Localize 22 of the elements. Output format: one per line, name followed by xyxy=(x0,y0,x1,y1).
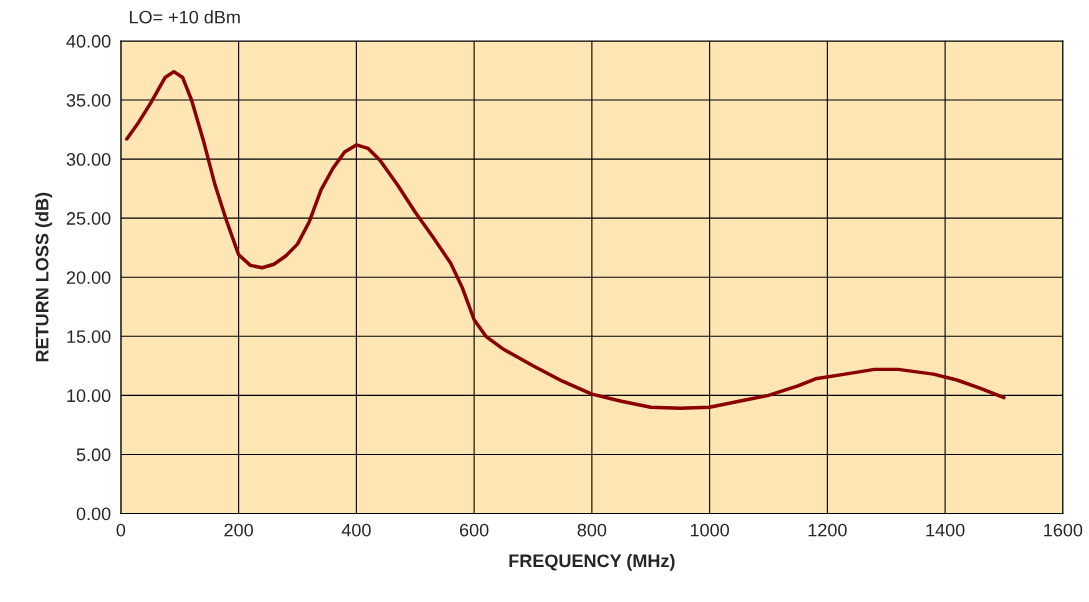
y-tick-label: 5.00 xyxy=(76,448,111,462)
x-tick-label: 1400 xyxy=(926,523,965,537)
y-tick-label: 30.00 xyxy=(66,153,111,166)
x-tick-label: 800 xyxy=(577,523,607,537)
y-tick-label: 40.00 xyxy=(66,34,111,48)
x-tick-label: 400 xyxy=(341,523,371,537)
y-tick-label: 20.00 xyxy=(66,271,111,284)
line-series xyxy=(125,69,1006,411)
y-axis-title: RETURN LOSS (dB) xyxy=(35,192,53,362)
x-tick-label: 1600 xyxy=(1044,523,1083,537)
x-tick-label: 0 xyxy=(116,523,126,537)
text: LO= +10 dBm xyxy=(129,10,240,24)
y-tick-label: 10.00 xyxy=(67,389,111,403)
x-tick-label: 600 xyxy=(459,523,489,537)
x-tick-label: 200 xyxy=(224,523,253,537)
y-tick-label: 15.00 xyxy=(67,330,111,344)
x-tick-label: 1000 xyxy=(690,523,729,537)
y-tick-label: 35.00 xyxy=(66,93,111,107)
y-tick-label: 0.00 xyxy=(76,507,111,521)
x-axis-title: FREQUENCY (MHz) xyxy=(509,553,675,571)
y-tick-label: 25.00 xyxy=(66,212,111,225)
x-tick-label: 1200 xyxy=(808,523,847,537)
